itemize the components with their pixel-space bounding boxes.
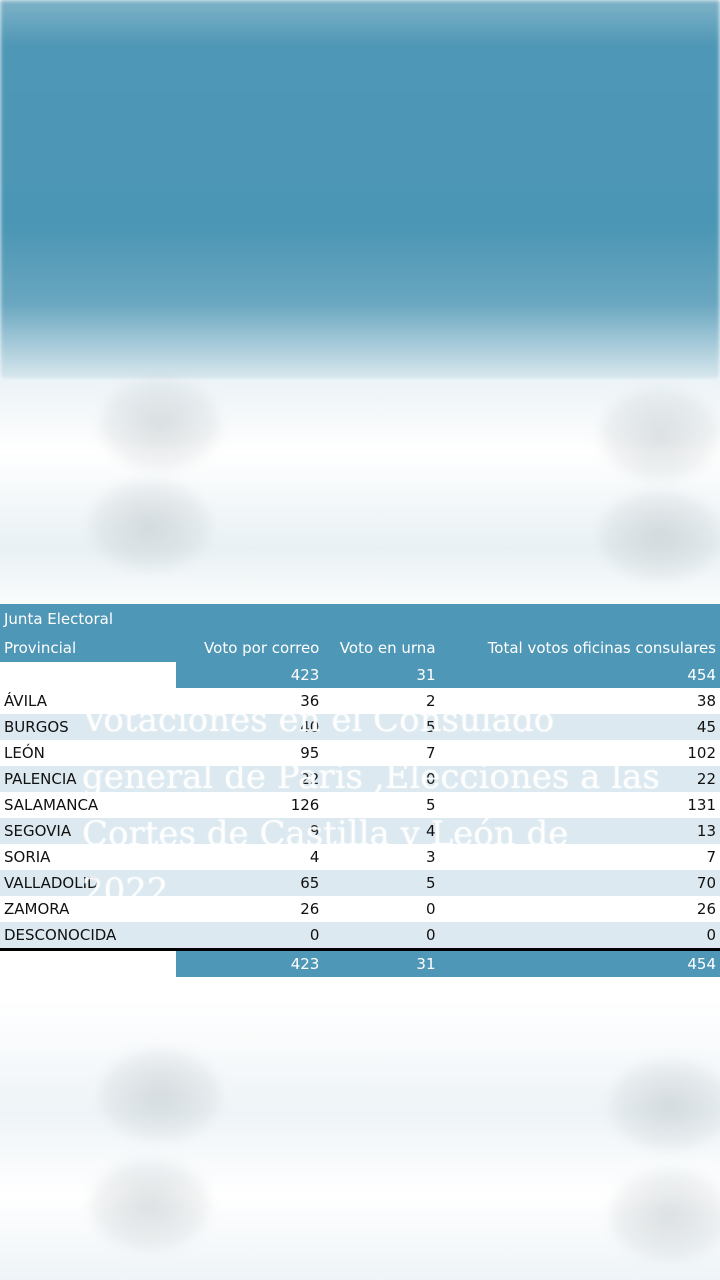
blur-blob [90,480,210,570]
correo-cell: 0 [175,922,324,950]
total-cell: 7 [439,844,720,870]
total-cell: 45 [439,714,720,740]
header-provincial: Provincial [0,634,176,662]
top-total-correo: 423 [175,662,324,688]
correo-cell: 95 [175,740,324,766]
table-row: PALENCIA 22 0 22 [0,766,720,792]
blur-blob [610,1060,720,1150]
blur-blob [90,1160,210,1250]
table-row: ÁVILA 36 2 38 [0,688,720,714]
total-cell: 0 [439,922,720,950]
header-total-votos: Total votos oficinas consulares [439,634,720,662]
blur-blob [100,380,220,470]
blur-blob [610,1170,720,1260]
top-total-total: 454 [439,662,720,688]
province-cell: SORIA [0,844,176,870]
correo-cell: 40 [175,714,324,740]
urna-cell: 2 [323,688,440,714]
correo-cell: 126 [175,792,324,818]
table-row: VALLADOLID 65 5 70 [0,870,720,896]
blurred-background-bottom [0,1000,720,1280]
top-totals-row: 423 31 454 [0,662,720,688]
province-cell: VALLADOLID [0,870,176,896]
province-cell: DESCONOCIDA [0,922,176,950]
header-row-1: Junta Electoral [0,604,720,634]
province-cell: SALAMANCA [0,792,176,818]
bottom-total-urna: 31 [323,948,440,977]
correo-cell: 65 [175,870,324,896]
blur-blob [100,1050,220,1140]
total-cell: 70 [439,870,720,896]
blur-blob [600,390,720,480]
header-voto-correo: Voto por correo [175,634,324,662]
header-junta: Junta Electoral [0,604,176,634]
province-cell: ÁVILA [0,688,176,714]
table-row: SALAMANCA 126 5 131 [0,792,720,818]
urna-cell: 5 [323,714,440,740]
province-cell: PALENCIA [0,766,176,792]
blur-blob [600,490,720,580]
urna-cell: 5 [323,792,440,818]
results-table: Junta Electoral Provincial Voto por corr… [0,604,720,998]
header-voto-urna: Voto en urna [323,634,440,662]
total-cell: 102 [439,740,720,766]
correo-cell: 26 [175,896,324,922]
total-cell: 131 [439,792,720,818]
urna-cell: 4 [323,818,440,844]
total-cell: 22 [439,766,720,792]
bottom-total-correo: 423 [175,948,324,977]
bottom-totals-row: 423 31 454 [0,948,720,977]
province-cell: LEÓN [0,740,176,766]
table-row: LEÓN 95 7 102 [0,740,720,766]
table-row: SEGOVIA 9 4 13 [0,818,720,844]
urna-cell: 7 [323,740,440,766]
correo-cell: 36 [175,688,324,714]
table-row: BURGOS 40 5 45 [0,714,720,740]
province-cell: ZAMORA [0,896,176,922]
urna-cell: 0 [323,896,440,922]
total-cell: 26 [439,896,720,922]
blurred-background-top [0,0,720,380]
table-row: ZAMORA 26 0 26 [0,896,720,922]
urna-cell: 3 [323,844,440,870]
total-cell: 13 [439,818,720,844]
total-cell: 38 [439,688,720,714]
province-cell: BURGOS [0,714,176,740]
urna-cell: 5 [323,870,440,896]
header-row-2: Provincial Voto por correo Voto en urna … [0,634,720,662]
correo-cell: 4 [175,844,324,870]
urna-cell: 0 [323,922,440,950]
province-cell: SEGOVIA [0,818,176,844]
blurred-background-middle [0,380,720,620]
table-row: DESCONOCIDA 0 0 0 [0,922,720,950]
urna-cell: 0 [323,766,440,792]
correo-cell: 9 [175,818,324,844]
top-total-urna: 31 [323,662,440,688]
bottom-total-total: 454 [439,948,720,977]
correo-cell: 22 [175,766,324,792]
table-row: SORIA 4 3 7 [0,844,720,870]
